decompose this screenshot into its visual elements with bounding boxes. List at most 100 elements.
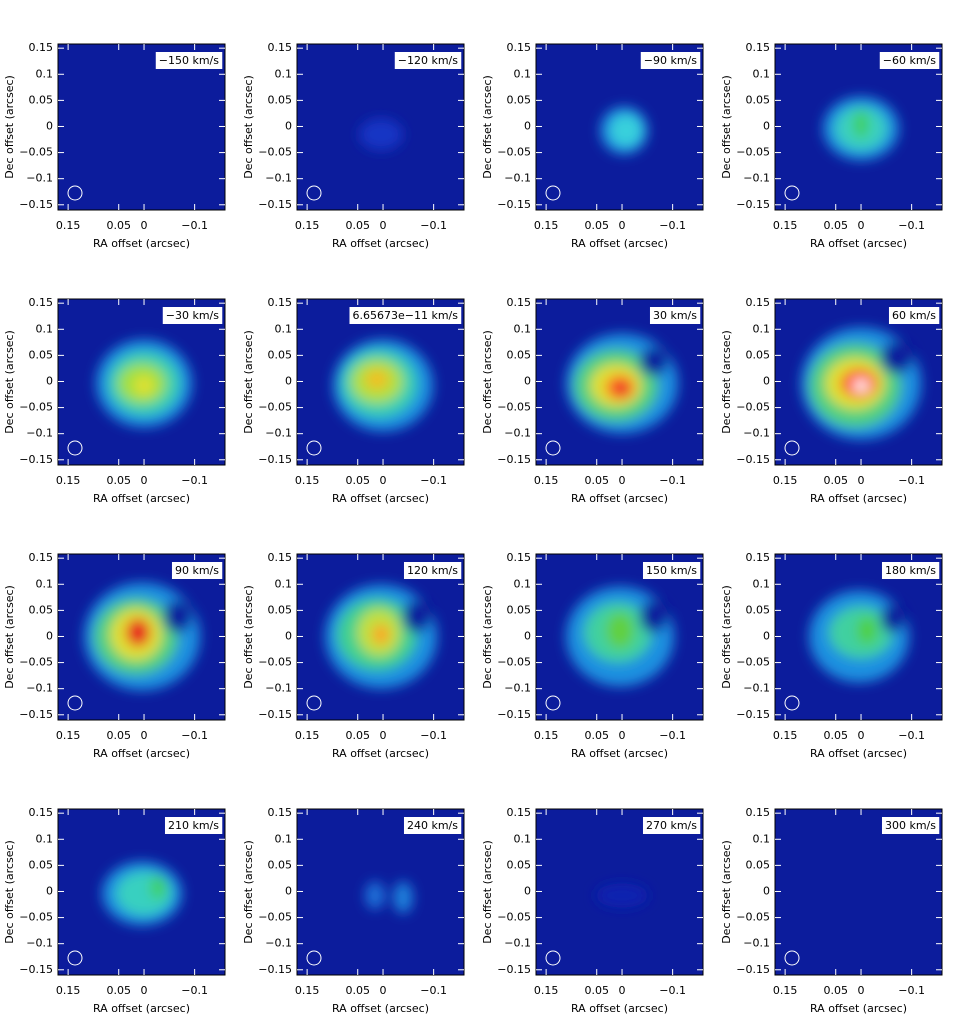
y-tick-label: −0.05 — [497, 401, 531, 414]
channel-image — [536, 44, 703, 210]
y-tick-label: 0.05 — [29, 348, 54, 361]
x-axis-label: RA offset (arcsec) — [332, 1002, 429, 1015]
y-tick-label: 0.15 — [507, 296, 532, 309]
emission-blob — [365, 881, 386, 910]
y-tick-label: 0.1 — [36, 832, 54, 845]
channel-label: 6.65673e−11 km/s — [353, 309, 459, 322]
channel-label: −120 km/s — [398, 54, 459, 67]
y-tick-label: −0.1 — [26, 172, 53, 185]
channel-panel: 0.150.10.050−0.05−0.1−0.150.15 0.05 0 −0.1R… — [720, 296, 943, 505]
y-tick-label: −0.1 — [265, 937, 292, 950]
emission-blob — [150, 875, 167, 900]
channel-image — [536, 554, 703, 720]
y-tick-label: −0.05 — [736, 401, 770, 414]
y-tick-label: 0.1 — [275, 832, 293, 845]
x-tick-label: −0.1 — [659, 729, 686, 742]
y-tick-label: 0.15 — [746, 41, 771, 54]
x-tick-label: 0.15 — [56, 219, 81, 232]
y-tick-label: −0.15 — [258, 708, 292, 721]
y-tick-label: 0.05 — [268, 348, 293, 361]
channel-image — [775, 44, 942, 210]
y-tick-label: −0.05 — [258, 656, 292, 669]
x-tick-label: 0 — [619, 729, 626, 742]
x-tick-label: −0.1 — [659, 219, 686, 232]
x-tick-label: 0 — [858, 219, 865, 232]
y-axis-label: Dec offset (arcsec) — [242, 75, 255, 179]
x-tick-label: −0.1 — [659, 984, 686, 997]
channel-panel: 0.150.10.050−0.05−0.1−0.150.15 0.05 0 −0.1R… — [3, 551, 226, 760]
y-axis-label: Dec offset (arcsec) — [720, 75, 733, 179]
y-axis-label: Dec offset (arcsec) — [720, 840, 733, 944]
label-box — [879, 52, 940, 69]
x-axis-label: RA offset (arcsec) — [810, 237, 907, 250]
emission-blob — [606, 612, 635, 649]
x-tick-label: 0 — [858, 474, 865, 487]
channel-image — [297, 299, 464, 465]
x-tick-label: 0.15 — [773, 984, 798, 997]
x-axis-label: RA offset (arcsec) — [571, 1002, 668, 1015]
label-box — [349, 307, 462, 324]
y-tick-label: −0.15 — [497, 198, 531, 211]
x-axis-label: RA offset (arcsec) — [571, 492, 668, 505]
emission — [96, 339, 193, 428]
y-tick-label: −0.05 — [497, 146, 531, 159]
panel-frame — [774, 43, 943, 211]
y-axis-label: Dec offset (arcsec) — [3, 330, 16, 434]
y-tick-label: −0.05 — [19, 146, 53, 159]
channel-panel: 0.150.10.050−0.05−0.1−0.150.15 0.05 0 −0.1R… — [720, 41, 943, 250]
emission-blob — [610, 114, 643, 147]
y-tick-label: −0.05 — [19, 911, 53, 924]
y-tick-label: 0 — [285, 119, 292, 132]
map-background — [775, 809, 942, 975]
emission-blob — [881, 341, 914, 374]
x-tick-label: −0.1 — [898, 984, 925, 997]
panel-frame — [296, 298, 465, 466]
y-tick-label: 0 — [285, 629, 292, 642]
y-tick-label: 0 — [524, 629, 531, 642]
x-tick-label: 0.15 — [534, 219, 559, 232]
emission-blob — [616, 383, 629, 396]
y-tick-label: 0 — [524, 884, 531, 897]
y-tick-label: 0.05 — [507, 93, 532, 106]
label-box — [642, 817, 701, 834]
y-axis-label: Dec offset (arcsec) — [481, 75, 494, 179]
y-tick-label: −0.1 — [504, 937, 531, 950]
y-tick-label: 0.05 — [746, 93, 771, 106]
y-tick-label: 0.1 — [275, 67, 293, 80]
x-tick-label: 0.05 — [584, 474, 609, 487]
x-tick-label: 0.05 — [823, 984, 848, 997]
beam — [545, 185, 561, 201]
emission-blob — [373, 624, 390, 645]
y-tick-label: −0.1 — [504, 427, 531, 440]
emission-blob — [881, 604, 906, 633]
channel-label: 30 km/s — [653, 309, 697, 322]
emission-blob — [640, 347, 669, 376]
x-tick-label: −0.1 — [420, 474, 447, 487]
y-axis-label: Dec offset (arcsec) — [720, 330, 733, 434]
y-tick-label: 0.05 — [507, 348, 532, 361]
panel-frame — [296, 43, 465, 211]
panel-frame — [57, 553, 226, 721]
y-tick-label: 0 — [285, 884, 292, 897]
channel-panel: 0.150.10.050−0.05−0.1−0.150.15 0.05 0 −0.1R… — [242, 806, 465, 1015]
y-tick-label: −0.15 — [19, 198, 53, 211]
y-tick-label: 0.05 — [29, 858, 54, 871]
channel-image — [297, 44, 464, 210]
panel-frame — [535, 553, 704, 721]
x-tick-label: −0.1 — [659, 474, 686, 487]
channel-label: 180 km/s — [885, 564, 936, 577]
x-tick-label: −0.1 — [181, 729, 208, 742]
label-box — [162, 307, 223, 324]
beam — [784, 440, 800, 456]
y-tick-label: 0 — [763, 884, 770, 897]
y-tick-label: 0.05 — [29, 603, 54, 616]
y-tick-label: −0.1 — [265, 172, 292, 185]
y-tick-label: 0.1 — [275, 322, 293, 335]
x-tick-label: 0.05 — [345, 474, 370, 487]
x-tick-label: 0 — [619, 219, 626, 232]
y-tick-label: 0.1 — [753, 322, 771, 335]
beam — [67, 440, 83, 456]
y-tick-label: 0.15 — [29, 41, 54, 54]
panel-frame — [296, 553, 465, 721]
